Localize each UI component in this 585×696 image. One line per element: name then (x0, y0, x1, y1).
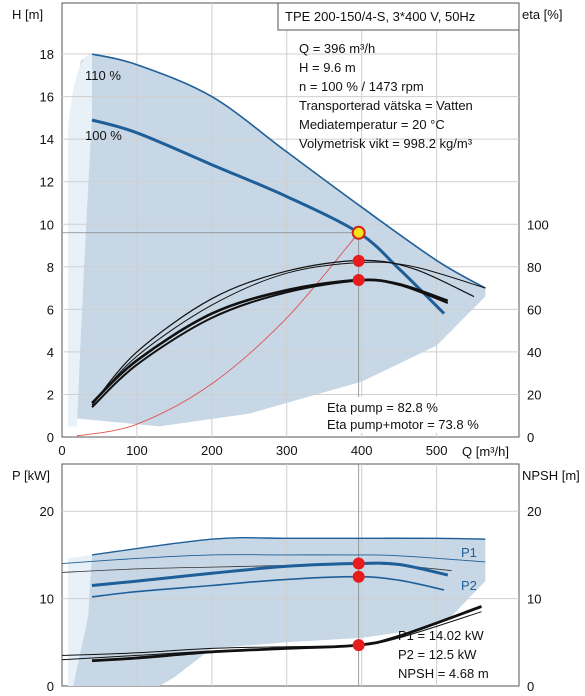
q-tick-label: 100 (126, 443, 148, 458)
top-tick-labels: 0 2 4 6 8 10 12 14 16 18 0 20 40 60 80 100 0 100 200 300 400… (40, 47, 549, 458)
info-line: Mediatemperatur = 20 °C (299, 117, 445, 132)
top-curves (62, 53, 486, 437)
p1-curve-label: P1 (461, 545, 477, 560)
h-tick-label: 2 (47, 387, 54, 402)
bottom-tick-labels: 0 10 20 0 10 20 (40, 504, 542, 694)
npsh-curve (61, 644, 359, 661)
info-line: H = 9.6 m (299, 60, 356, 75)
h-axis-label: H [m] (12, 7, 43, 22)
p-axis-label-name: P [kW] (12, 468, 50, 483)
top-grid (62, 3, 519, 437)
npsh-tick-label: 20 (527, 504, 541, 519)
eta-tick-label: 100 (527, 217, 549, 232)
h-tick-label: 12 (40, 175, 54, 190)
top-operating-points (351, 225, 366, 286)
p2-value: P2 = 12.5 kW (398, 647, 477, 662)
q-tick-label: 0 (58, 443, 65, 458)
h-tick-label: 0 (47, 430, 54, 445)
eta-total-marker (352, 273, 365, 286)
p2-curve-label: P2 (461, 578, 477, 593)
q-tick-label: 400 (351, 443, 373, 458)
npsh-axis-label: NPSH [m] (522, 468, 580, 483)
eta-curve (91, 279, 449, 408)
h-tick-label: 14 (40, 132, 54, 147)
eta-curve (91, 261, 486, 406)
operating-info: Q = 396 m³/h H = 9.6 m n = 100 % / 1473 … (299, 41, 473, 151)
npsh-value: NPSH = 4.68 m (398, 666, 489, 681)
h-tick-label: 6 (47, 302, 54, 317)
p2-110-curve (61, 554, 486, 565)
eta-tick-label: 20 (527, 387, 541, 402)
low-flow-area (67, 54, 92, 427)
p-tick-label: 0 (47, 679, 54, 694)
info-line: Q = 396 m³/h (299, 41, 375, 56)
curve-label-100: 100 % (85, 128, 122, 143)
title-box (277, 2, 520, 31)
info-line: n = 100 % / 1473 rpm (299, 79, 424, 94)
chart-title: TPE 200-150/4-S, 3*400 V, 50Hz (285, 9, 475, 24)
eta-pump-marker (352, 254, 365, 267)
bottom-low-flow-area (67, 554, 92, 686)
head-efficiency-panel: 0 2 4 6 8 10 12 14 16 18 0 20 40 60 80 100 0 100 200 300 400… (12, 2, 562, 459)
npsh-tick-label: 10 (527, 592, 541, 607)
q-tick-label: 200 (201, 443, 223, 458)
p-tick-label: 10 (40, 592, 54, 607)
p2-curve (91, 575, 445, 598)
h-tick-label: 8 (47, 260, 54, 275)
p1-110-curve (91, 537, 486, 556)
info-line: Volymetrisk vikt = 998.2 kg/m³ (299, 136, 473, 151)
info-line: Transporterad vätska = Vatten (299, 98, 473, 113)
q-axis-label: Q [m³/h] (462, 444, 509, 459)
power-npsh-panel: 0 10 20 0 10 20 P [kW] NPSH [m] P1 P2 P1 = 14… (12, 463, 580, 694)
h-tick-label: 16 (40, 90, 54, 105)
npsh-tick-label: 0 (527, 679, 534, 694)
p-tick-label: 20 (40, 504, 54, 519)
curve-label-110: 110 % (85, 68, 121, 83)
duty-point-marker (351, 225, 366, 240)
p1-curve (91, 561, 449, 587)
p1-marker (352, 557, 365, 570)
eta-tick-label: 80 (527, 260, 541, 275)
h-tick-label: 18 (40, 47, 54, 62)
h-tick-label: 4 (47, 345, 54, 360)
q-tick-label: 500 (426, 443, 448, 458)
eta-axis-label: eta [%] (522, 7, 562, 22)
bottom-operating-points (352, 557, 365, 652)
h-curve-100 (91, 118, 446, 315)
bottom-operating-area (67, 538, 486, 686)
q-tick-label: 300 (276, 443, 298, 458)
bottom-curves (61, 464, 486, 686)
eta-pump-label: Eta pump = 82.8 % (327, 400, 438, 415)
h-curve-110 (91, 53, 486, 289)
p2-marker (352, 570, 365, 583)
eta-curve (91, 259, 475, 406)
bottom-range-area (73, 538, 486, 686)
npsh-curve (61, 611, 482, 656)
eta-tick-label: 60 (527, 302, 541, 317)
p1-value: P1 = 14.02 kW (398, 628, 484, 643)
eta-tick-label: 0 (527, 430, 534, 445)
eta-total-label: Eta pump+motor = 73.8 % (327, 417, 479, 432)
h-tick-label: 10 (40, 217, 54, 232)
npsh-marker (352, 639, 365, 652)
eta-box (322, 397, 512, 433)
eta-tick-label: 40 (527, 345, 541, 360)
